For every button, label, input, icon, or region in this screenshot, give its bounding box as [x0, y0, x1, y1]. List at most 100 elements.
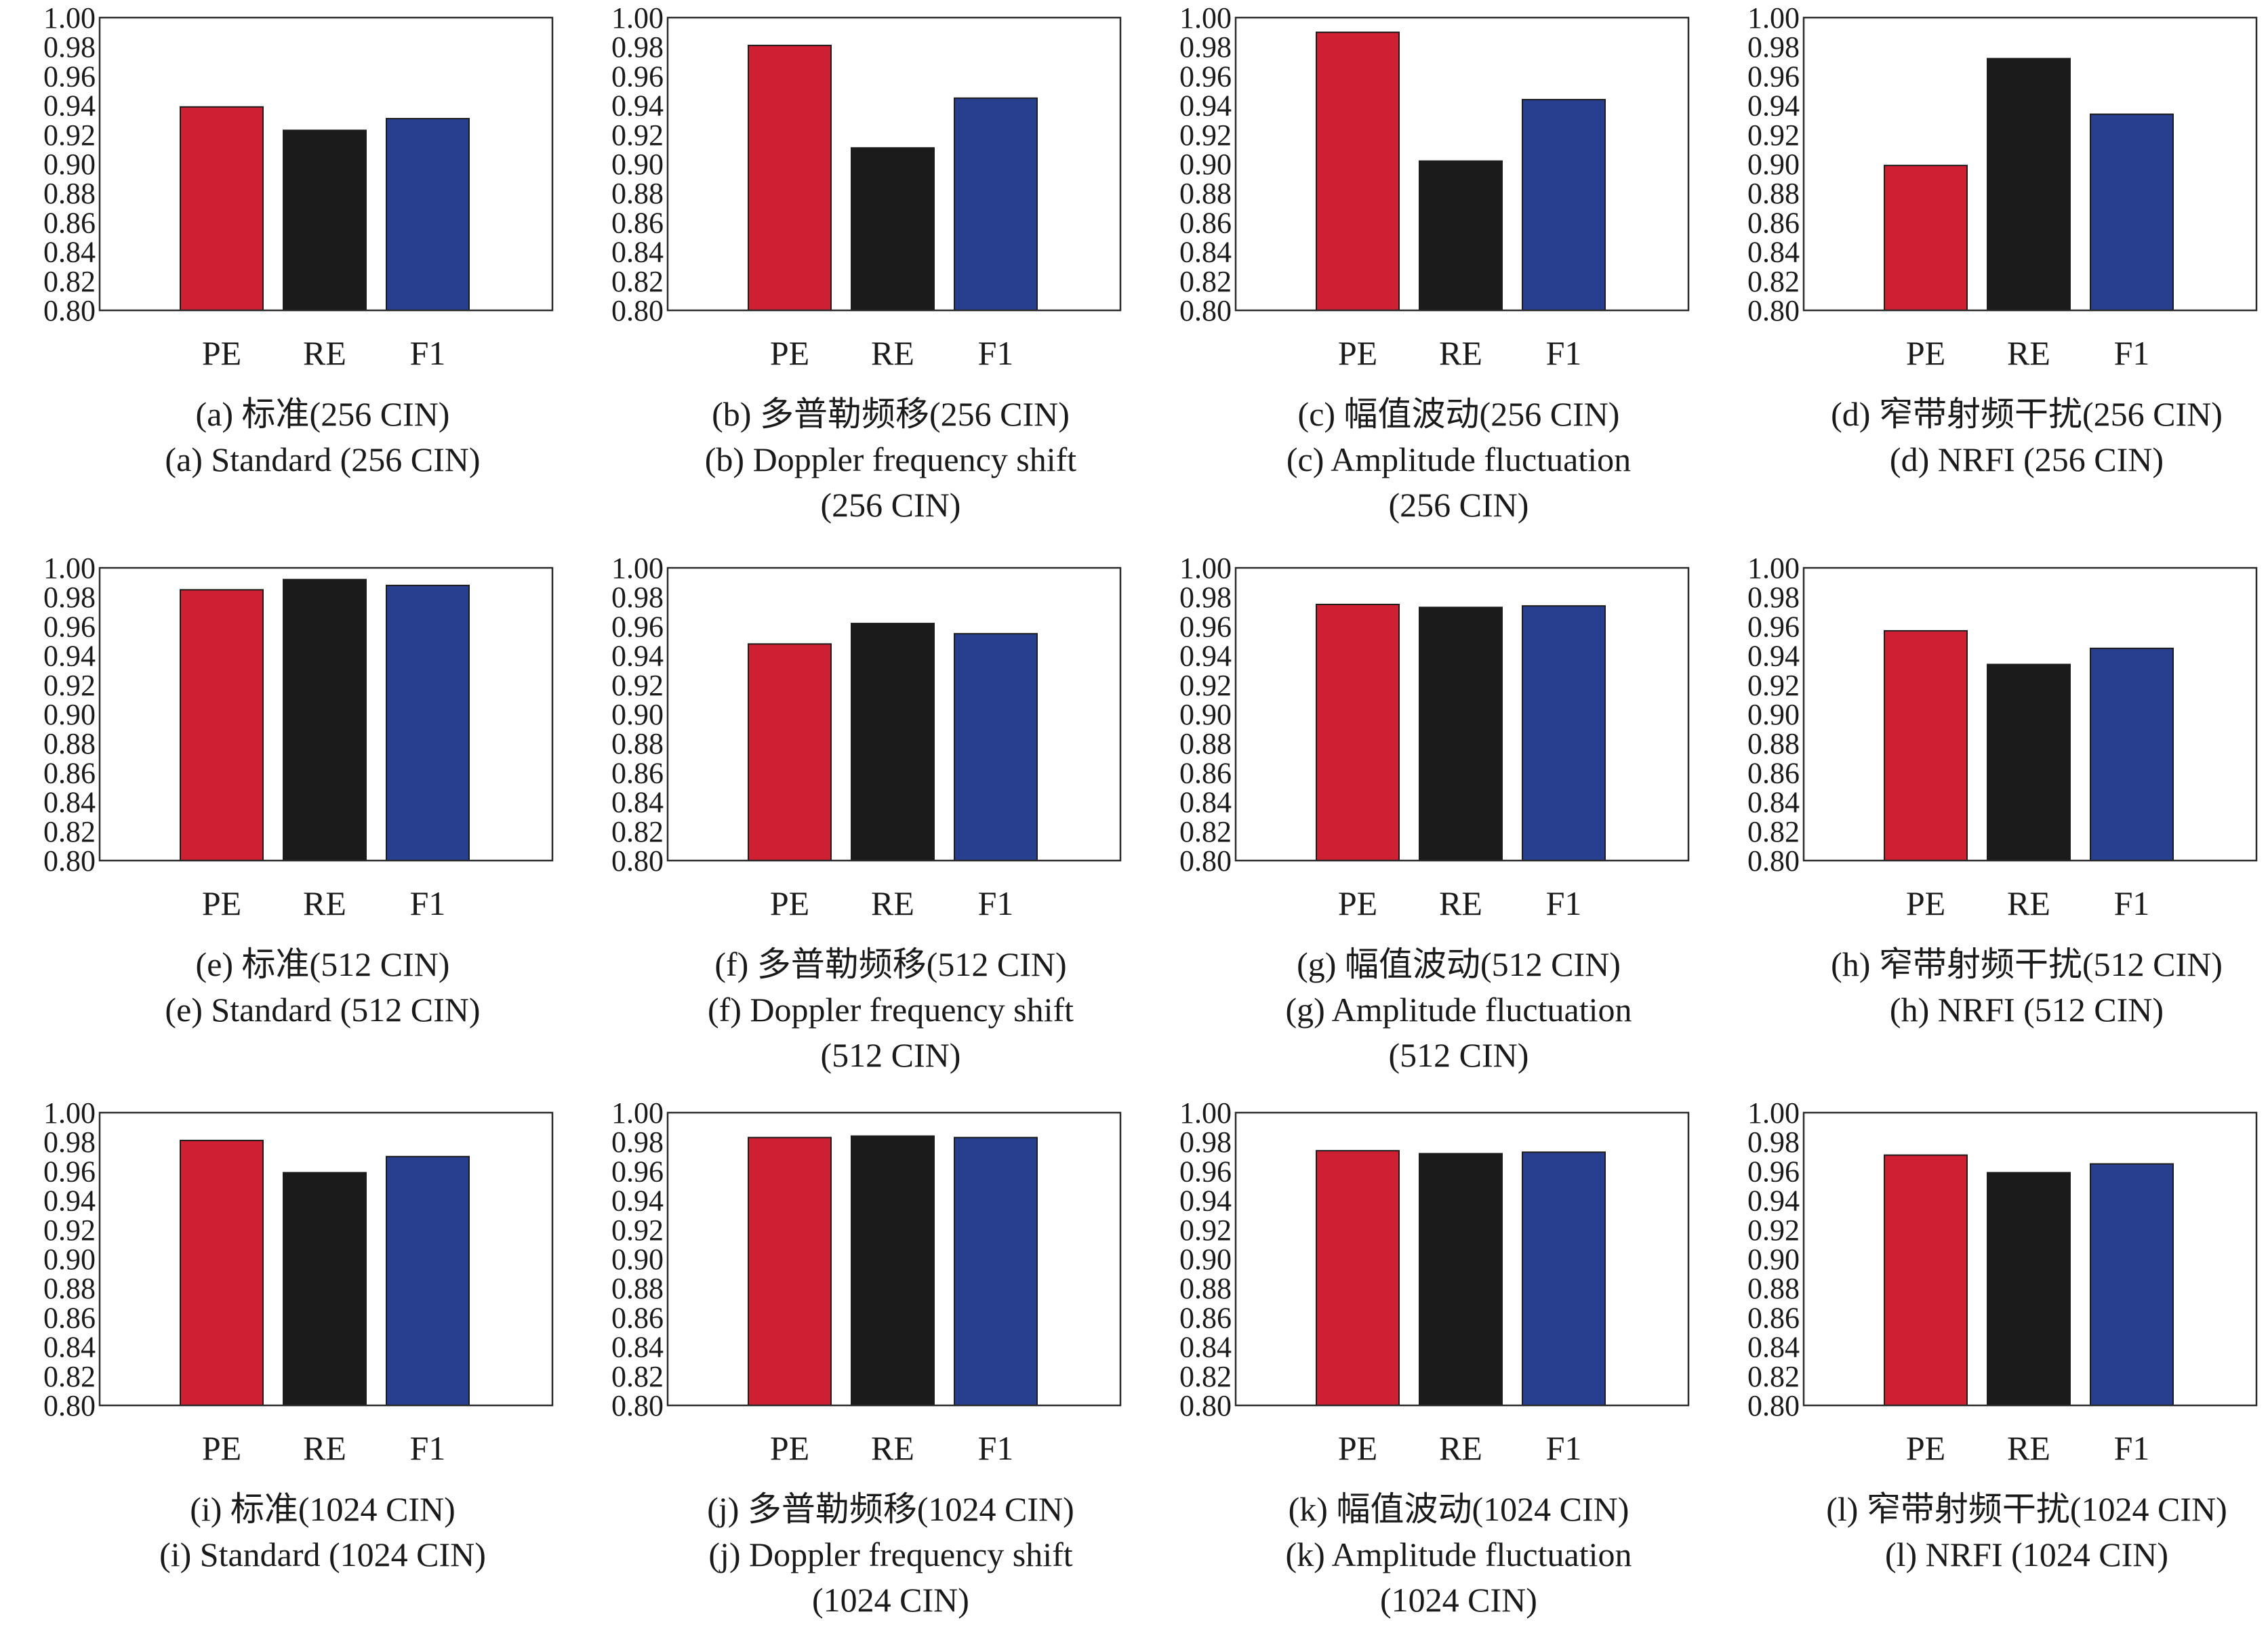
- x-category-label: F1: [978, 1429, 1014, 1467]
- y-tick-label: 0.90: [1747, 1243, 1800, 1276]
- y-tick-label: 0.90: [611, 1243, 664, 1276]
- y-tick-label: 0.94: [43, 89, 96, 123]
- bar-pe: [748, 643, 832, 861]
- subplot-g: 1.000.980.960.940.920.900.880.860.840.82…: [1179, 552, 1690, 1074]
- y-tick-label: 0.94: [1179, 89, 1232, 123]
- subplot-a: 1.000.980.960.940.920.900.880.860.840.82…: [43, 1, 554, 478]
- x-category-label: RE: [871, 884, 914, 922]
- x-category-label: RE: [303, 884, 346, 922]
- bar-f1: [1522, 605, 1606, 861]
- bar-re: [1419, 606, 1503, 861]
- y-tick-label: 0.98: [1179, 1126, 1232, 1159]
- bar-pe: [1884, 630, 1968, 861]
- subplot-caption-line: (a) Standard (256 CIN): [165, 440, 480, 478]
- subplot-caption-line: (j) Doppler frequency shift: [708, 1535, 1072, 1573]
- bar-pe: [180, 1140, 264, 1407]
- y-tick-label: 1.00: [611, 552, 664, 585]
- bar-re: [283, 579, 367, 862]
- plot-frame: [666, 566, 1122, 862]
- x-category-label: RE: [871, 1429, 914, 1467]
- y-tick-label: 0.80: [1747, 294, 1800, 327]
- subplot-caption-line: (h) NRFI (512 CIN): [1890, 991, 2164, 1029]
- x-category-label: F1: [1546, 1429, 1582, 1467]
- y-tick-label: 0.94: [43, 640, 96, 673]
- bar-f1: [1522, 1151, 1606, 1406]
- y-tick-label: 0.82: [611, 1360, 664, 1393]
- y-tick-label: 0.92: [1179, 1214, 1232, 1247]
- y-tick-label: 1.00: [1179, 1096, 1232, 1130]
- x-category-label: F1: [978, 884, 1014, 922]
- subplot-d: 1.000.980.960.940.920.900.880.860.840.82…: [1747, 1, 2258, 478]
- y-tick-label: 0.96: [1747, 610, 1800, 643]
- y-tick-label: 0.96: [611, 60, 664, 93]
- bar-f1: [954, 97, 1038, 312]
- y-tick-label: 1.00: [43, 552, 96, 585]
- y-tick-label: 0.86: [611, 756, 664, 789]
- y-tick-label: 0.92: [1747, 669, 1800, 702]
- y-tick-label: 0.92: [611, 1214, 664, 1247]
- x-category-label: PE: [1906, 884, 1945, 922]
- plot-frame: [1234, 566, 1690, 862]
- y-tick-label: 0.94: [611, 89, 664, 123]
- y-tick-label: 0.82: [43, 815, 96, 848]
- y-tick-label: 0.82: [611, 265, 664, 298]
- subplot-caption-line: (b) Doppler frequency shift: [705, 440, 1077, 478]
- subplot-caption-line: (k) 幅值波动(1024 CIN): [1289, 1490, 1629, 1528]
- bar-f1: [386, 584, 470, 861]
- x-category-label: RE: [1439, 1429, 1482, 1467]
- bar-pe: [1316, 1150, 1400, 1407]
- x-category-label: RE: [303, 334, 346, 372]
- plot-frame: [666, 1111, 1122, 1407]
- x-category-label: PE: [1906, 334, 1945, 372]
- bar-pe: [1316, 604, 1400, 861]
- bar-f1: [2090, 647, 2174, 861]
- subplot-caption-line: (256 CIN): [821, 486, 961, 524]
- x-category-label: F1: [978, 334, 1014, 372]
- y-tick-label: 0.94: [1747, 89, 1800, 123]
- subplot-caption-line: (f) Doppler frequency shift: [708, 991, 1074, 1029]
- x-category-label: F1: [410, 884, 446, 922]
- y-tick-label: 0.90: [1747, 698, 1800, 731]
- y-tick-label: 0.80: [1179, 294, 1232, 327]
- subplot-caption-line: (512 CIN): [1389, 1036, 1529, 1074]
- subplot-h: 1.000.980.960.940.920.900.880.860.840.82…: [1747, 552, 2258, 1029]
- x-category-label: F1: [1546, 334, 1582, 372]
- bar-f1: [954, 633, 1038, 861]
- y-tick-label: 1.00: [1747, 552, 1800, 585]
- y-tick-label: 0.92: [43, 119, 96, 152]
- x-category-label: PE: [1338, 1429, 1377, 1467]
- x-category-label: RE: [871, 334, 914, 372]
- subplot-caption-line: (g) 幅值波动(512 CIN): [1297, 945, 1621, 983]
- y-tick-label: 0.86: [1179, 206, 1232, 239]
- y-tick-label: 0.88: [611, 177, 664, 210]
- bar-f1: [2090, 113, 2174, 311]
- y-tick-label: 0.92: [1179, 669, 1232, 702]
- y-tick-label: 0.94: [1747, 640, 1800, 673]
- y-tick-label: 0.86: [611, 1301, 664, 1334]
- subplot-caption-line: (l) 窄带射频干扰(1024 CIN): [1826, 1490, 2227, 1528]
- y-tick-label: 0.86: [1747, 206, 1800, 239]
- y-tick-label: 1.00: [611, 1, 664, 35]
- y-tick-label: 1.00: [43, 1, 96, 35]
- bar-pe: [1884, 165, 1968, 311]
- subplot-caption-line: (j) 多普勒频移(1024 CIN): [707, 1490, 1074, 1528]
- subplot-caption-line: (e) Standard (512 CIN): [165, 991, 480, 1029]
- y-tick-label: 1.00: [1179, 1, 1232, 35]
- y-tick-label: 0.82: [611, 815, 664, 848]
- bar-pe: [1316, 31, 1400, 311]
- subplot-caption-line: (i) 标准(1024 CIN): [190, 1490, 455, 1528]
- plot-frame: [666, 16, 1122, 312]
- x-category-label: PE: [770, 1429, 809, 1467]
- y-tick-label: 0.92: [43, 1214, 96, 1247]
- y-tick-label: 0.98: [1179, 581, 1232, 614]
- y-tick-label: 0.88: [43, 1272, 96, 1305]
- y-tick-label: 1.00: [611, 1096, 664, 1130]
- subplot-caption-line: (h) 窄带射频干扰(512 CIN): [1831, 945, 2223, 983]
- y-tick-label: 1.00: [1179, 552, 1232, 585]
- y-tick-label: 0.86: [1179, 1301, 1232, 1334]
- y-tick-label: 0.98: [1179, 30, 1232, 64]
- y-tick-label: 0.82: [43, 265, 96, 298]
- y-tick-label: 0.90: [611, 698, 664, 731]
- x-category-label: F1: [2114, 1429, 2150, 1467]
